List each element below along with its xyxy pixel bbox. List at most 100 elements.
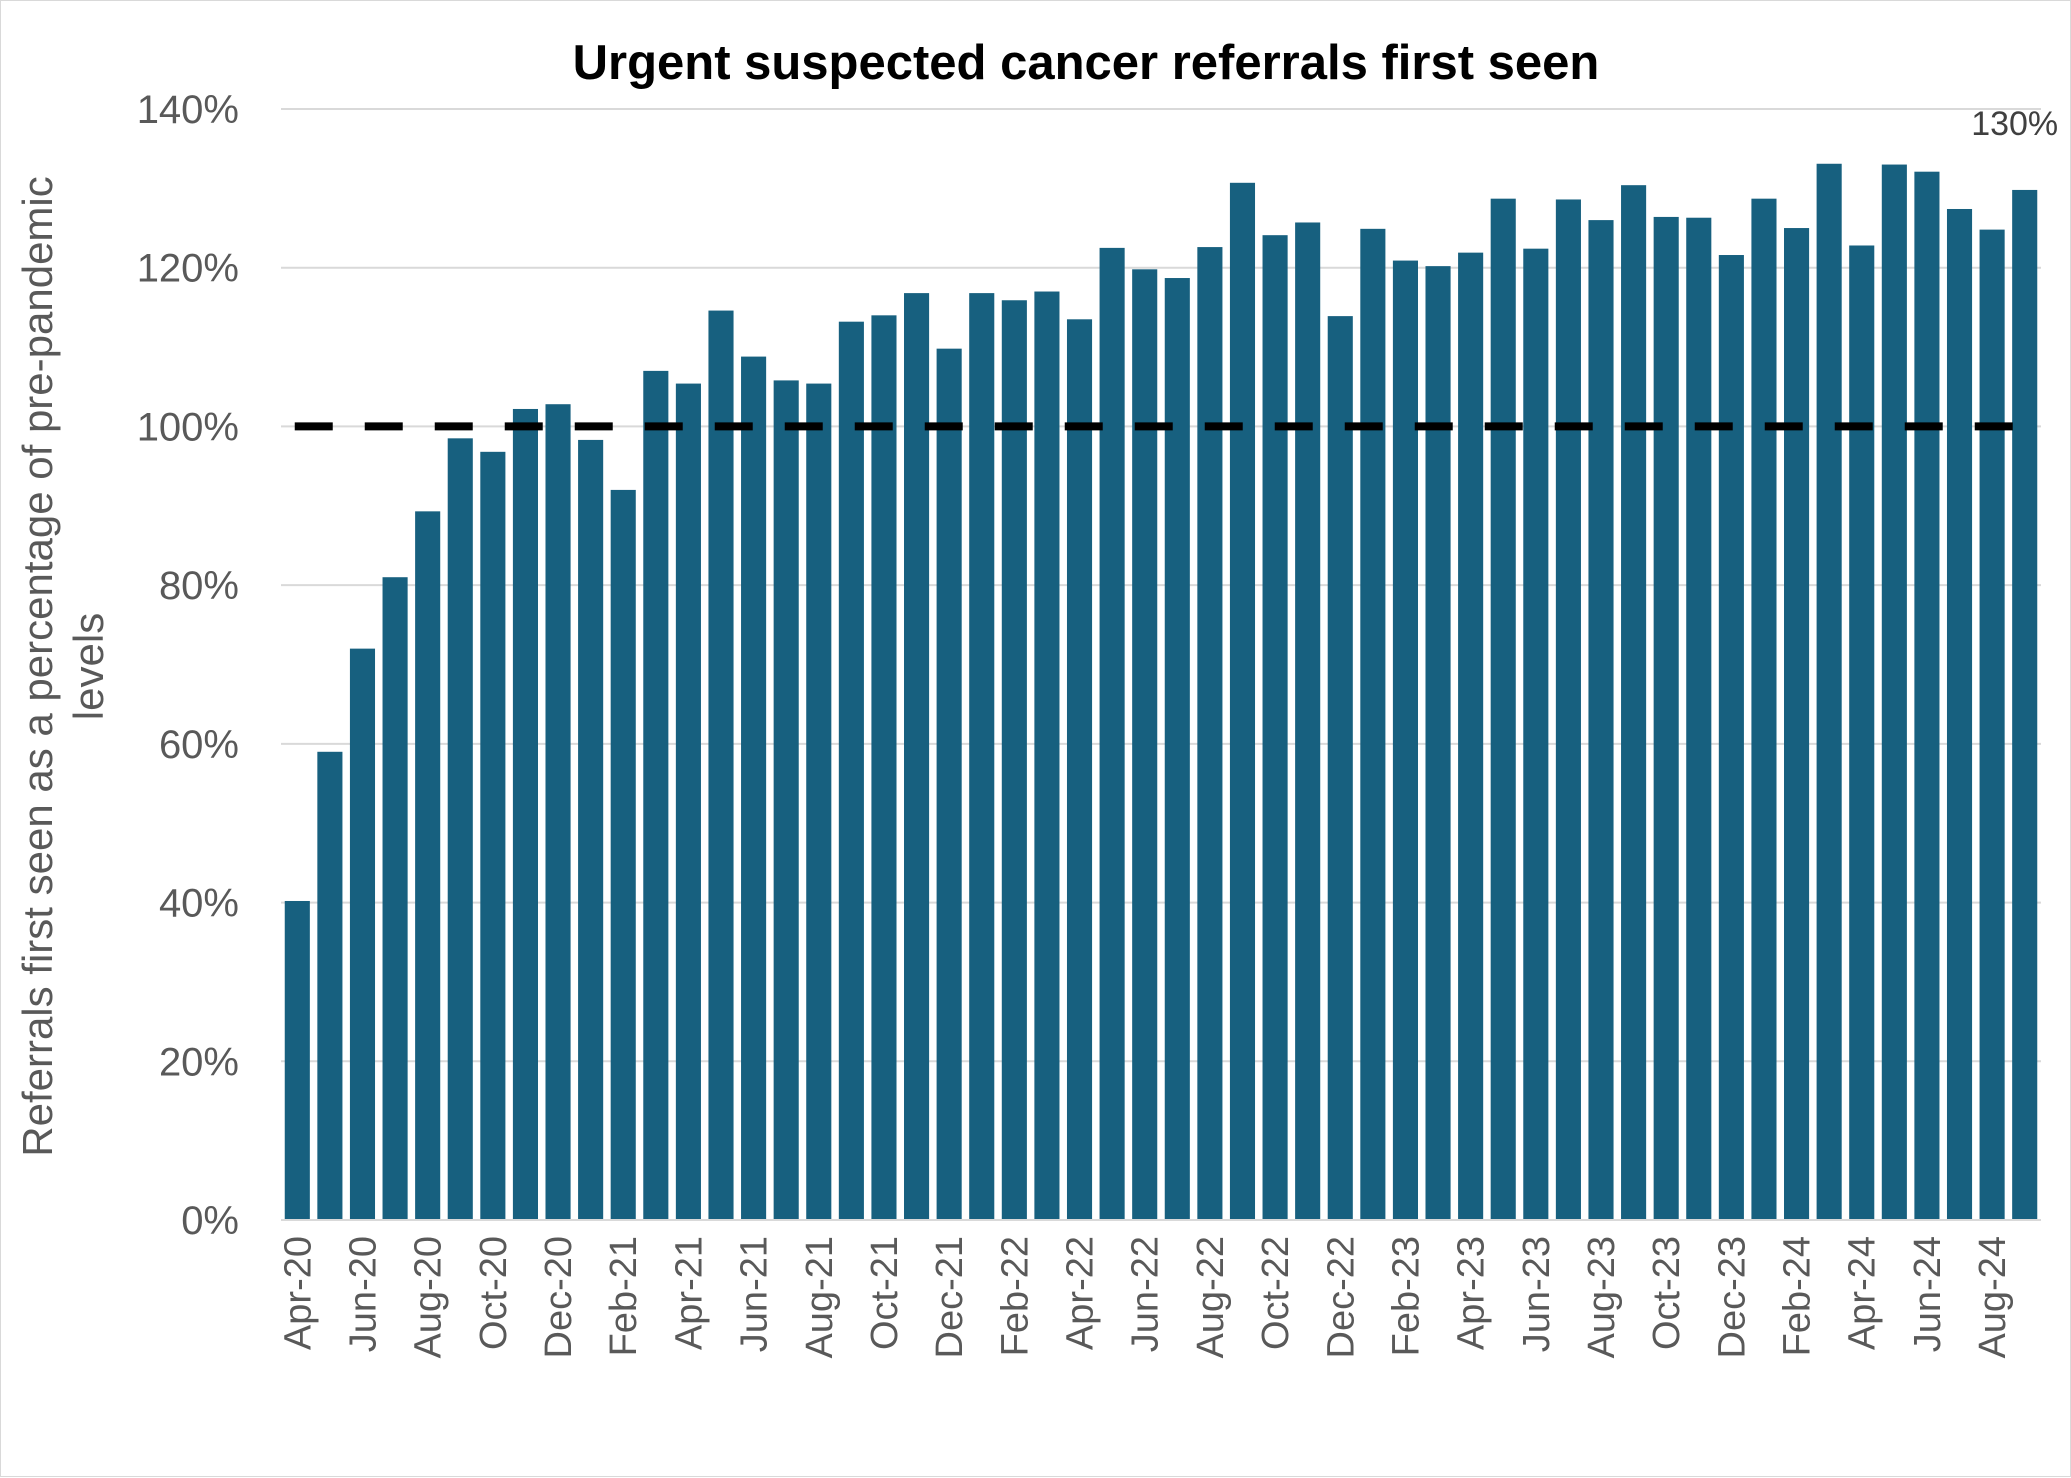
bar-series: [284, 163, 2038, 1221]
gridlines: [281, 108, 2041, 1063]
bar: [1816, 163, 1842, 1220]
bar: [1262, 235, 1288, 1220]
bar: [545, 404, 571, 1221]
bar: [1132, 269, 1158, 1220]
bar: [969, 293, 995, 1220]
x-tick-label: Feb-21: [603, 1236, 645, 1356]
x-tick-label: Feb-23: [1385, 1236, 1427, 1356]
bar: [512, 408, 538, 1221]
x-tick-label: Dec-22: [1320, 1236, 1362, 1359]
y-tick-label: 100%: [137, 405, 239, 449]
bar: [1881, 164, 1907, 1220]
bar: [1458, 252, 1484, 1220]
chart-title: Urgent suspected cancer referrals first …: [573, 36, 1600, 90]
x-tick-label: Jun-23: [1516, 1236, 1558, 1352]
x-tick-label: Dec-20: [538, 1236, 580, 1359]
bar: [1229, 182, 1256, 1220]
y-tick-label: 0%: [181, 1199, 239, 1243]
bar: [415, 511, 441, 1221]
x-axis-ticks: Apr-20 Jun-20 Aug-20 Oct-20 Dec-20 Feb-21 Apr-…: [277, 1236, 2014, 1359]
bar: [1784, 228, 1810, 1221]
bar: [1490, 198, 1516, 1221]
x-tick-label: Aug-21: [799, 1236, 841, 1359]
x-tick-label: Oct-20: [473, 1236, 515, 1350]
bar: [741, 356, 767, 1221]
x-tick-label: Dec-21: [929, 1236, 971, 1359]
bar: [1946, 208, 1973, 1221]
bar: [1001, 300, 1027, 1220]
bar: [1979, 229, 2005, 1220]
y-tick-label: 60%: [159, 723, 239, 767]
bar: [578, 439, 604, 1220]
bar: [1099, 247, 1125, 1221]
x-tick-label: Dec-23: [1711, 1236, 1753, 1359]
bar: [1034, 291, 1060, 1220]
bar: [1360, 228, 1386, 1220]
bar: [382, 577, 408, 1220]
x-tick-label: Aug-23: [1581, 1236, 1623, 1359]
x-tick-label: Jun-24: [1907, 1236, 1949, 1352]
bar: [284, 900, 310, 1220]
bar: [1197, 247, 1223, 1220]
y-tick-label: 140%: [137, 88, 239, 132]
x-tick-label: Apr-24: [1842, 1236, 1884, 1350]
y-axis-title: Referrals first seen as a percentage of …: [14, 176, 112, 1157]
bar: [1555, 199, 1581, 1221]
bar: [1751, 198, 1777, 1221]
y-tick-label: 20%: [159, 1040, 239, 1084]
bar: [1621, 185, 1647, 1221]
bar: [1392, 260, 1418, 1220]
x-tick-label: Aug-20: [408, 1236, 450, 1359]
bar: [349, 648, 376, 1220]
x-tick-label: Apr-22: [1060, 1236, 1102, 1350]
bar: [871, 315, 897, 1221]
x-tick-label: Feb-22: [994, 1236, 1036, 1356]
x-tick-label: Apr-21: [668, 1236, 710, 1350]
x-tick-label: Oct-23: [1646, 1236, 1688, 1350]
y-tick-label: 80%: [159, 564, 239, 608]
bar: [317, 751, 343, 1220]
x-tick-label: Jun-21: [734, 1236, 776, 1352]
bar: [1425, 266, 1451, 1220]
bar: [1588, 220, 1614, 1221]
bar: [936, 348, 962, 1220]
y-axis-title-line-1: Referrals first seen as a percentage of …: [14, 176, 61, 1157]
y-tick-label: 120%: [137, 247, 239, 291]
bar: [447, 438, 473, 1221]
bar: [1295, 222, 1321, 1221]
bar: [2012, 189, 2038, 1221]
bar: [1164, 278, 1190, 1220]
bar: [675, 383, 701, 1221]
y-axis-title-line-2: levels: [65, 613, 112, 720]
x-tick-label: Aug-22: [1190, 1236, 1232, 1359]
bar: [1718, 255, 1744, 1220]
bar: [1686, 217, 1712, 1221]
bar: [773, 380, 799, 1220]
x-tick-label: Jun-20: [342, 1236, 384, 1352]
x-tick-label: Aug-24: [1972, 1236, 2014, 1359]
bar: [1653, 216, 1679, 1220]
bar: [1523, 248, 1549, 1221]
bar: [838, 321, 864, 1220]
bar: [806, 383, 832, 1221]
bar: [480, 451, 506, 1220]
x-tick-label: Jun-22: [1125, 1236, 1167, 1352]
x-tick-label: Apr-23: [1451, 1236, 1493, 1350]
x-tick-label: Oct-22: [1255, 1236, 1297, 1350]
bar: [708, 310, 734, 1220]
y-axis-ticks: 0% 20% 40% 60% 80% 100% 120% 140%: [137, 88, 239, 1243]
bar: [643, 370, 669, 1220]
x-tick-label: Apr-20: [277, 1236, 319, 1350]
data-labels: 130%: [1971, 105, 2058, 143]
bar: [1066, 319, 1093, 1220]
data-label: 130%: [1971, 105, 2058, 143]
y-tick-label: 40%: [159, 882, 239, 926]
x-tick-label: Feb-24: [1777, 1236, 1819, 1356]
bar: [904, 293, 930, 1220]
bar: [610, 489, 636, 1220]
bar: [1327, 316, 1353, 1220]
x-tick-label: Oct-21: [864, 1236, 906, 1350]
bar: [1914, 171, 1940, 1221]
